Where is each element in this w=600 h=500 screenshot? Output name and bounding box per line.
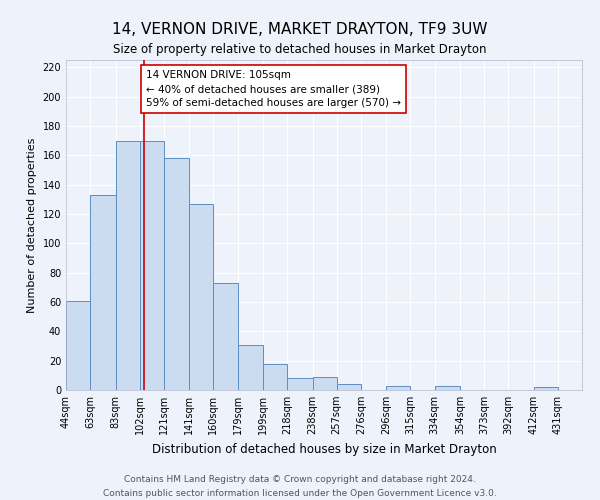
Text: 14 VERNON DRIVE: 105sqm
← 40% of detached houses are smaller (389)
59% of semi-d: 14 VERNON DRIVE: 105sqm ← 40% of detache… bbox=[146, 70, 401, 108]
Bar bbox=[238, 344, 263, 390]
Bar bbox=[386, 386, 410, 390]
Bar bbox=[140, 140, 164, 390]
Bar bbox=[534, 387, 558, 390]
Text: 14, VERNON DRIVE, MARKET DRAYTON, TF9 3UW: 14, VERNON DRIVE, MARKET DRAYTON, TF9 3U… bbox=[112, 22, 488, 38]
Bar bbox=[434, 386, 460, 390]
Bar bbox=[116, 140, 140, 390]
Bar bbox=[263, 364, 287, 390]
Bar bbox=[189, 204, 214, 390]
Text: Size of property relative to detached houses in Market Drayton: Size of property relative to detached ho… bbox=[113, 42, 487, 56]
Bar bbox=[337, 384, 361, 390]
Bar bbox=[90, 195, 116, 390]
Bar bbox=[214, 283, 238, 390]
Y-axis label: Number of detached properties: Number of detached properties bbox=[27, 138, 37, 312]
X-axis label: Distribution of detached houses by size in Market Drayton: Distribution of detached houses by size … bbox=[152, 442, 496, 456]
Text: Contains HM Land Registry data © Crown copyright and database right 2024.
Contai: Contains HM Land Registry data © Crown c… bbox=[103, 476, 497, 498]
Bar bbox=[287, 378, 313, 390]
Bar bbox=[313, 377, 337, 390]
Bar bbox=[66, 300, 90, 390]
Bar bbox=[164, 158, 189, 390]
